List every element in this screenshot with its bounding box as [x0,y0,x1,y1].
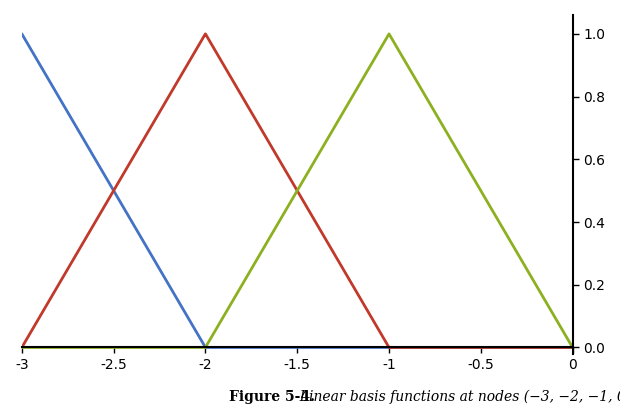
Text: Figure 5-4.: Figure 5-4. [229,390,316,404]
Text: Linear basis functions at nodes (−3, −2, −1, 0): Linear basis functions at nodes (−3, −2,… [291,389,620,404]
